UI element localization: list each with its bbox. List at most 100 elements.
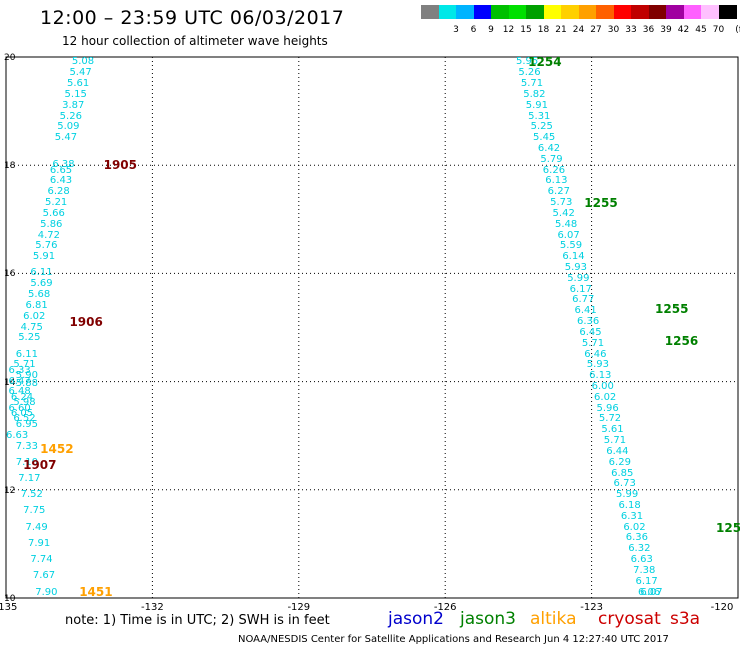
legend-label: 6 — [470, 25, 477, 35]
x-tick-label: -135 — [0, 602, 18, 613]
swh-value: 5.45 — [533, 132, 556, 144]
swh-value: 5.71 — [581, 337, 605, 349]
swh-value: 7.90 — [35, 586, 58, 598]
map-title: 12:00 – 23:59 UTC 06/03/2017 — [40, 7, 345, 29]
swh-value: 5.66 — [42, 207, 65, 219]
legend-swatch — [421, 5, 439, 19]
satellite-name: jason3 — [460, 609, 516, 629]
swh-value: 5.72 — [598, 413, 622, 425]
swh-value: 6.17 — [569, 283, 592, 295]
swh-value: 6.36 — [576, 316, 600, 328]
pass-time-label: 125 — [716, 520, 740, 535]
legend-swatch — [648, 5, 667, 19]
swh-value: 6.14 — [562, 251, 585, 263]
swh-value: 6.60 — [8, 402, 31, 414]
x-tick-label: -132 — [141, 602, 164, 613]
legend-label: 70 — [712, 25, 725, 35]
legend-label: 24 — [572, 25, 585, 35]
swh-value: 5.09 — [57, 121, 80, 133]
legend-label: 9 — [488, 25, 494, 35]
swh-value: 5.91 — [32, 251, 56, 263]
swh-value: 4.75 — [20, 321, 43, 333]
swh-value: 5.86 — [40, 218, 63, 230]
swh-value: 6.85 — [611, 467, 634, 479]
x-tick-label: -126 — [433, 602, 457, 613]
legend-label: 30 — [607, 25, 620, 35]
swh-value: 7.10 — [15, 456, 39, 468]
swh-value: 5.42 — [552, 207, 575, 219]
pass-time-label: 1254 — [528, 55, 562, 70]
swh-value: 5.25 — [530, 121, 553, 133]
swh-value: 6.07 — [557, 229, 580, 241]
legend-swatch — [543, 5, 562, 19]
pass-time-label: 1905 — [103, 158, 137, 173]
swh-value: 5.47 — [54, 132, 78, 144]
swh-value: 5.26 — [59, 110, 82, 122]
satellite-name: altika — [530, 609, 577, 629]
swh-value: 6.41 — [574, 305, 597, 317]
swh-value: 6.17 — [635, 575, 658, 587]
swh-value: 6.11 — [15, 348, 39, 360]
swh-value: 6.02 — [594, 391, 617, 403]
legend-unit: (ft) — [735, 25, 740, 35]
pass-time-label: 1452 — [40, 442, 74, 457]
swh-value: 5.15 — [64, 88, 87, 100]
swh-value: 6.27 — [547, 186, 570, 198]
swh-value: 5.73 — [550, 197, 573, 209]
footnote: note: 1) Time is in UTC; 2) SWH is in fe… — [65, 613, 330, 628]
legend-label: 39 — [660, 25, 672, 35]
swh-value: 6.29 — [608, 456, 631, 468]
swh-value: 6.24 — [10, 391, 34, 403]
swh-value: 5.76 — [35, 240, 58, 252]
swh-value: 7.74 — [30, 554, 53, 566]
legend-label: 36 — [642, 25, 655, 35]
swh-value: 6.18 — [618, 500, 641, 512]
y-tick-label: 18 — [4, 161, 16, 172]
legend-swatch — [508, 5, 527, 19]
pass-time-label: 1906 — [69, 315, 103, 330]
swh-value: 5.71 — [520, 78, 544, 90]
swh-value: 5.21 — [45, 197, 68, 209]
swh-value: 6.52 — [13, 413, 36, 425]
swh-value: 6.47 — [8, 375, 31, 387]
swh-value: 6.38 — [52, 159, 75, 171]
legend-label: 15 — [520, 25, 532, 35]
legend-swatch — [456, 5, 474, 19]
swh-value: 3.87 — [62, 99, 85, 111]
swh-value: 5.25 — [18, 332, 41, 344]
legend-swatch — [701, 5, 719, 19]
swh-value: 7.91 — [27, 537, 51, 549]
legend-swatch — [613, 5, 632, 19]
swh-value: 6.33 — [8, 364, 31, 376]
swh-value: 6.07 — [640, 587, 663, 598]
legend-swatch — [526, 5, 544, 19]
swh-value: 5.79 — [540, 153, 563, 165]
swh-value: 5.71 — [603, 435, 627, 447]
swh-value: 6.00 — [591, 381, 614, 392]
swh-value: 6.26 — [542, 164, 566, 176]
legend-label: 3 — [453, 25, 459, 35]
swh-value: 4.72 — [37, 229, 60, 241]
swh-value: 7.67 — [32, 570, 56, 582]
swh-value: 5.96 — [596, 402, 619, 414]
pass-time-label: 1256 — [664, 334, 699, 349]
swh-value: 5.82 — [523, 88, 546, 100]
plot-frame — [5, 56, 739, 599]
y-tick-label: 14 — [4, 377, 16, 388]
y-tick-label: 12 — [4, 485, 16, 496]
legend-label: 42 — [677, 25, 690, 35]
swh-value: 6.06 — [637, 586, 661, 598]
swh-value: 7.38 — [633, 564, 656, 576]
swh-value: 6.02 — [623, 521, 646, 533]
swh-value: 5.93 — [586, 359, 609, 371]
swh-value: 6.44 — [606, 445, 629, 457]
swh-value: 6.42 — [537, 142, 561, 154]
y-tick-label: 20 — [4, 53, 16, 63]
swh-value: 7.52 — [20, 489, 43, 501]
swh-value: 5.88 — [15, 378, 39, 390]
legend-swatch — [438, 5, 457, 19]
swh-value: 6.77 — [572, 294, 595, 306]
swh-value: 6.13 — [545, 175, 568, 187]
swh-value: 6.32 — [628, 543, 651, 555]
swh-value: 5.61 — [67, 78, 90, 90]
